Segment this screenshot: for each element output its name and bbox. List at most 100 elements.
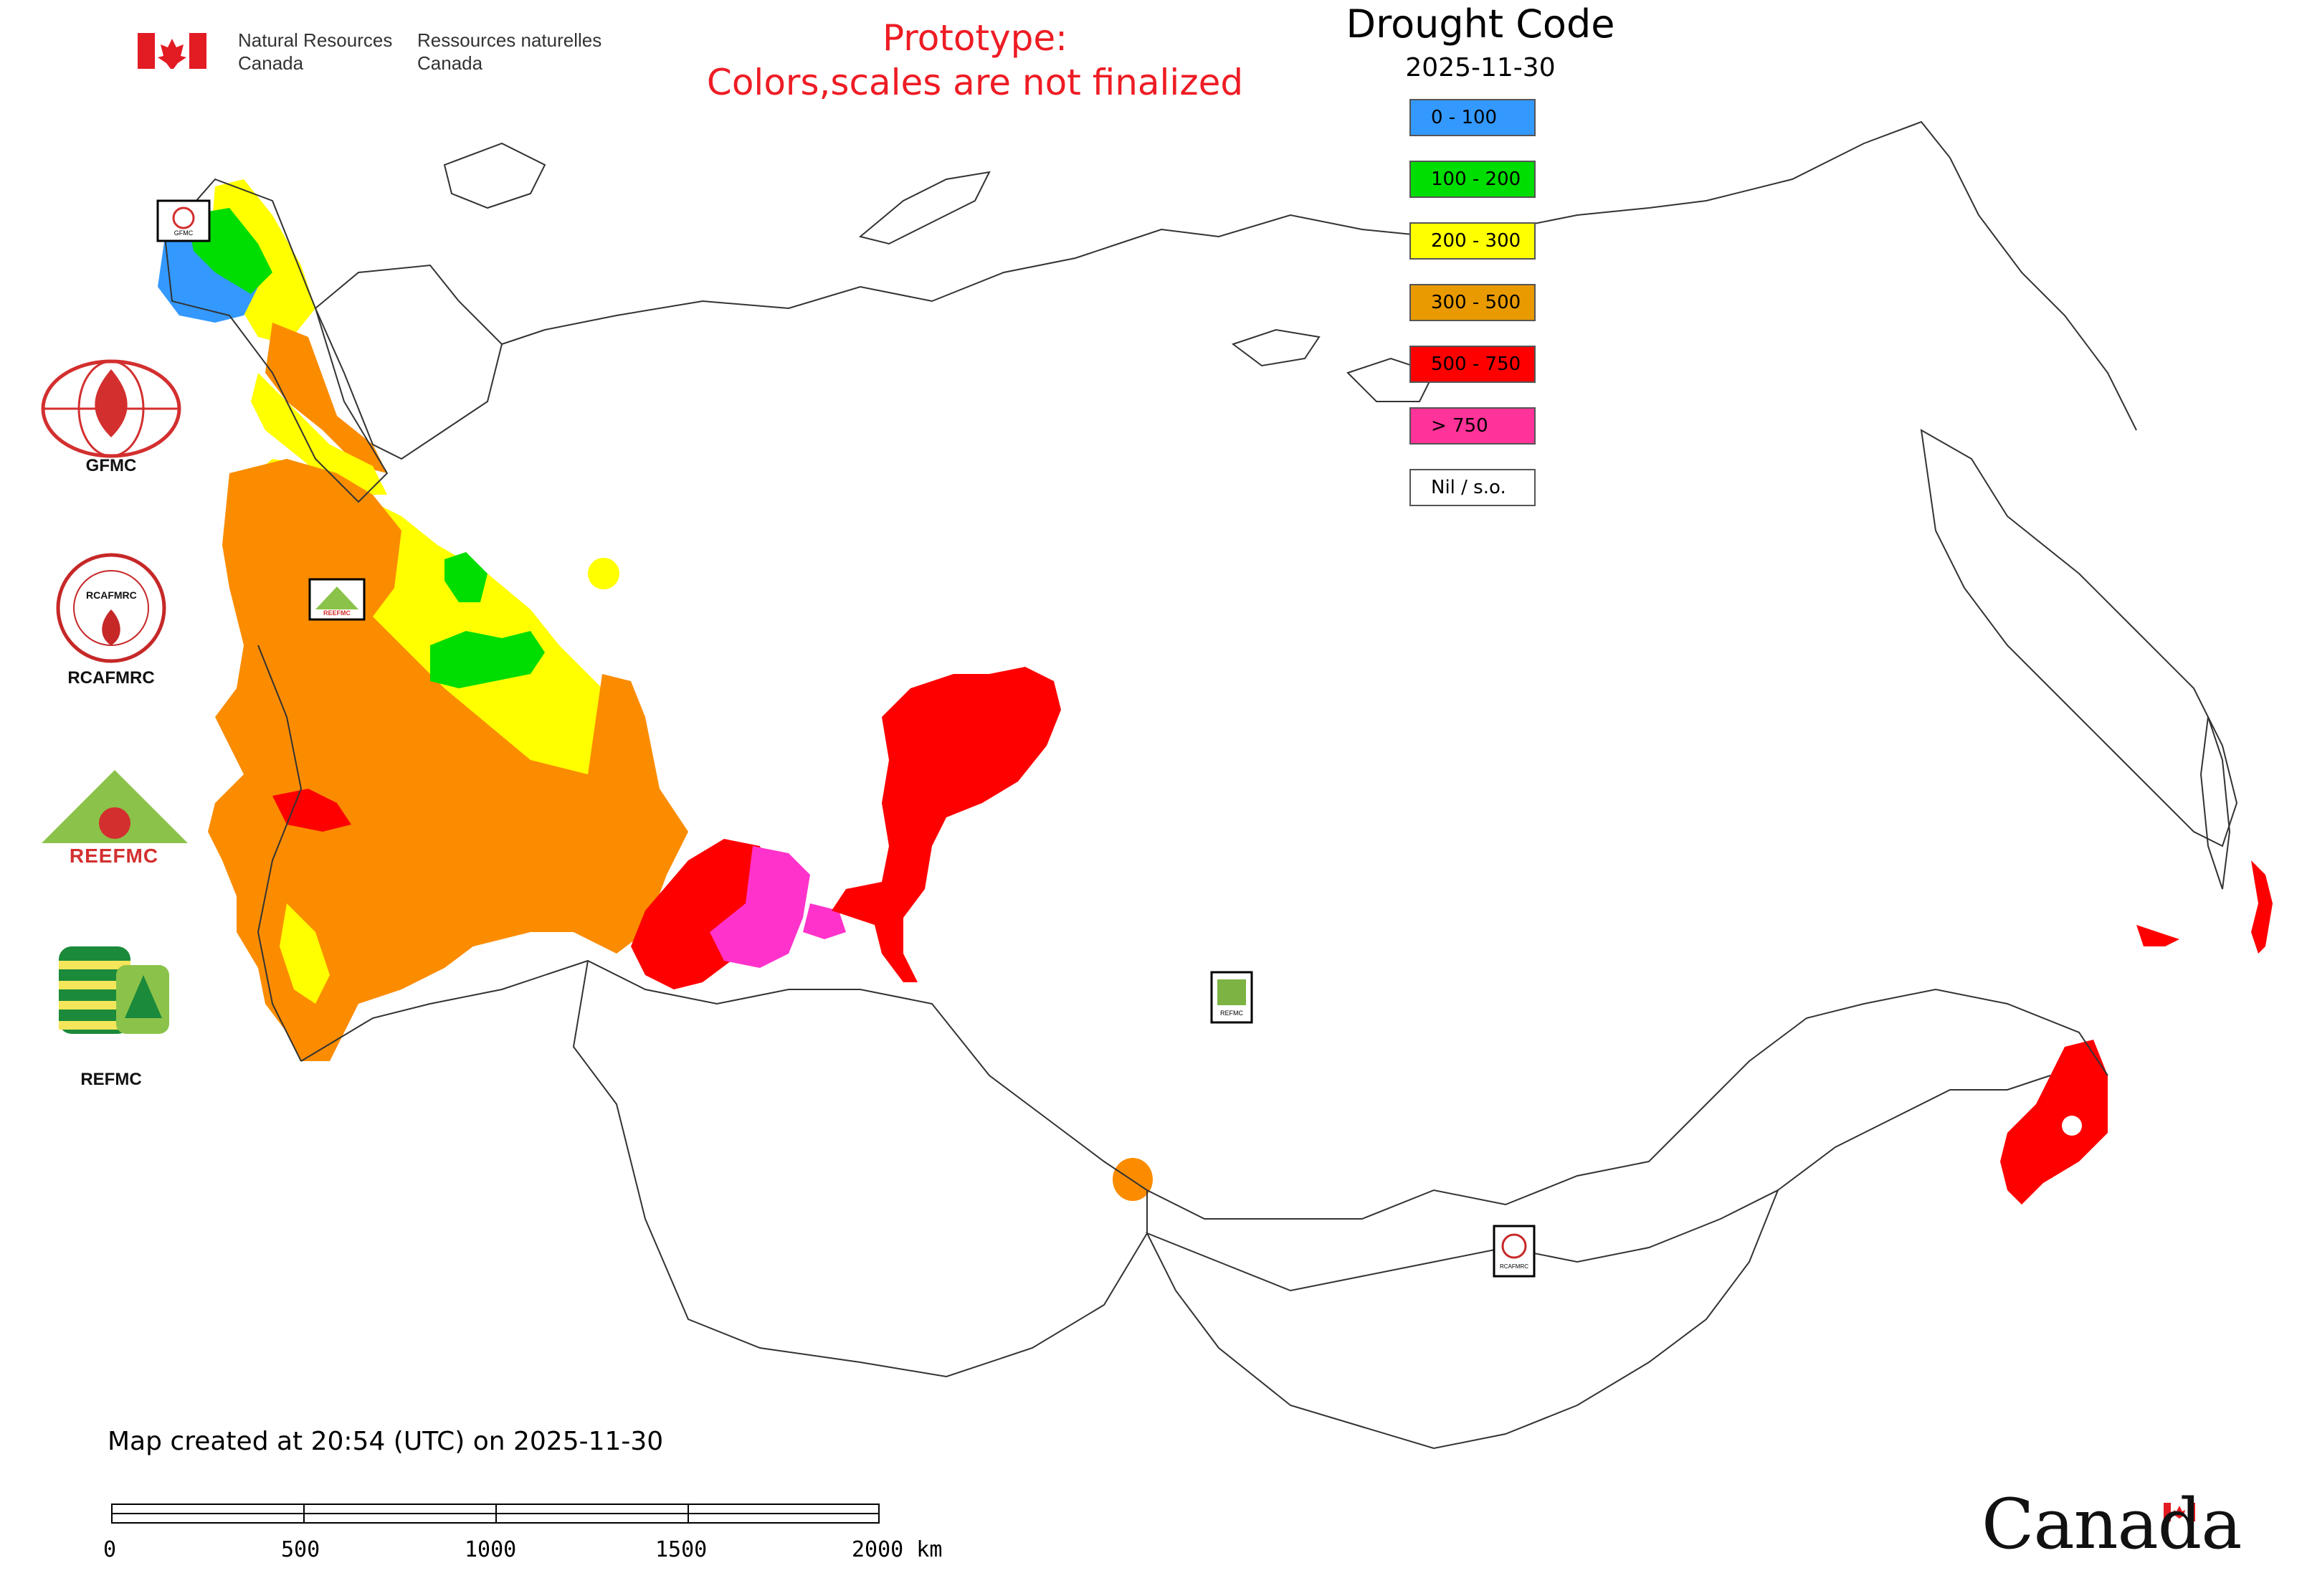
drought-area-crimea-red	[272, 789, 351, 832]
legend-date: 2025-11-30	[1405, 53, 1556, 82]
scale-label-1000: 1000	[465, 1537, 517, 1562]
wordmark-maple-leaf-icon	[2174, 1506, 2185, 1519]
country-outlines	[163, 120, 2238, 1450]
outline-sakhalin	[2199, 716, 2231, 890]
canada-wordmark-flag	[2164, 1503, 2195, 1521]
legend-item-label: 100 - 200	[1431, 168, 1521, 190]
legend-item-0-100: 0 - 100	[1409, 99, 1536, 136]
legend-item-label: 500 - 750	[1431, 353, 1521, 375]
gfmc-flame-icon	[95, 369, 128, 437]
wordmark-flag-left	[2164, 1503, 2171, 1521]
legend-item-300-500: 300 - 500	[1409, 284, 1536, 321]
reefmc-logo	[37, 770, 191, 868]
marker-reefmc-icon	[315, 586, 358, 609]
marker-rcafmrc-icon	[1501, 1233, 1527, 1259]
maple-leaf-icon	[158, 39, 186, 69]
scale-bar	[111, 1504, 880, 1524]
nrcan-english-signature: Natural Resources Canada	[238, 29, 392, 75]
refmc-stripe-2	[59, 981, 130, 989]
legend-item-100-200: 100 - 200	[1409, 161, 1536, 198]
scale-label-1500: 1500	[655, 1537, 708, 1562]
legend-item-200-300: 200 - 300	[1409, 222, 1536, 260]
marker-refmc-icon	[1217, 979, 1246, 1005]
drought-area-green-north	[444, 552, 487, 602]
nrcan-french-signature: Ressources naturelles Canada	[417, 29, 601, 75]
wordmark-flag-right	[2188, 1503, 2195, 1521]
org-logos	[37, 359, 191, 1034]
outline-kamchatka	[1920, 429, 2238, 847]
rcafmrc-label: RCAFMRC	[67, 668, 155, 688]
refmc-logo	[59, 946, 169, 1034]
drought-area-kazakh-magenta-2	[803, 903, 846, 939]
outline-mongolia	[1145, 1188, 1779, 1450]
outline-kola-karelia	[314, 264, 503, 460]
marker-refmc-caption: REFMC	[1220, 1010, 1243, 1017]
prototype-line2: Colors,scales are not finalized	[706, 62, 1244, 103]
marker-gfmc-icon	[172, 206, 195, 229]
reefmc-logo-text: REEFMC	[69, 845, 159, 867]
map-markers	[156, 199, 1536, 1278]
canada-wordmark: Canada	[1982, 1484, 2242, 1564]
nrcan-flag-left-bar	[138, 33, 155, 69]
nrcan-en-line2: Canada	[238, 52, 304, 74]
drought-area-sakhalin-red	[2136, 925, 2179, 946]
reefmc-band	[37, 843, 191, 868]
outline-scandinavia	[163, 178, 389, 503]
prototype-notice: Prototype: Colors,scales are not finaliz…	[645, 16, 1305, 105]
map-created-timestamp: Map created at 20:54 (UTC) on 2025-11-30	[108, 1427, 664, 1456]
drought-area-green-central	[430, 631, 545, 688]
outline-severnaya-zemlya	[1346, 357, 1435, 402]
refmc-label: REFMC	[80, 1070, 142, 1089]
prototype-line1: Prototype:	[882, 17, 1068, 59]
scale-label-500: 500	[281, 1537, 320, 1562]
drought-area-primorye-red	[2000, 1040, 2108, 1205]
nrcan-flag-right-bar	[189, 33, 206, 69]
drought-area-kazakh-magenta	[710, 846, 810, 968]
outline-russia-southern-border	[300, 959, 2108, 1220]
drought-area-finland-orange	[265, 323, 387, 473]
marker-rcafmrc-caption: RCAFMRC	[1500, 1263, 1528, 1270]
nrcan-fr-line1: Ressources naturelles	[417, 29, 602, 51]
nrcan-fr-line2: Canada	[417, 52, 483, 74]
drought-hole-primorye	[2062, 1116, 2082, 1136]
refmc-stripe-1	[59, 961, 130, 969]
scale-label-0: 0	[103, 1537, 117, 1562]
rcafmrc-flame-icon	[102, 609, 120, 645]
legend-item-label: 0 - 100	[1431, 107, 1498, 128]
rcafmrc-logo	[56, 553, 166, 663]
marker-gfmc-caption: GFMC	[173, 229, 194, 237]
drought-fill-layer	[158, 179, 2273, 1205]
legend-item-label: 200 - 300	[1431, 230, 1521, 252]
nrcan-en-line1: Natural Resources	[238, 29, 393, 51]
gfmc-label: GFMC	[85, 456, 137, 475]
drought-area-siberia-red	[832, 667, 1061, 982]
drought-spot-central-asia-orange	[1113, 1158, 1153, 1201]
reefmc-triangle	[42, 770, 188, 843]
outline-novaya-zemlya	[858, 171, 991, 245]
legend-item-over-750: > 750	[1409, 407, 1536, 445]
drought-area-west-orange	[208, 459, 688, 1061]
legend-item-label: Nil / s.o.	[1431, 477, 1506, 498]
drought-area-finland-yellow	[251, 373, 387, 495]
legend-item-nil: Nil / s.o.	[1409, 469, 1536, 506]
outline-franz-josef	[1231, 328, 1321, 367]
refmc-stripe-4	[59, 1021, 130, 1030]
refmc-tree-icon	[125, 975, 162, 1018]
scale-label-2000: 2000 km	[852, 1537, 943, 1562]
legend-item-label: 300 - 500	[1431, 292, 1521, 313]
outline-east-europe	[257, 645, 303, 1062]
reefmc-flame-icon	[99, 807, 130, 839]
drought-area-west-yellow-south	[280, 903, 330, 1004]
outline-china-border	[1777, 1075, 2051, 1191]
outline-kazakhstan	[572, 960, 1148, 1378]
drought-spot-yellow	[588, 558, 619, 589]
refmc-stripe-3	[59, 1001, 130, 1010]
outline-russia-north	[501, 120, 2137, 431]
marker-reefmc-caption: REEFMC	[323, 609, 351, 617]
rcafmrc-logo-text: RCAFMRC	[86, 589, 137, 601]
gfmc-logo	[41, 359, 181, 458]
legend-title: Drought Code	[1346, 1, 1615, 47]
outline-svalbard	[443, 142, 546, 209]
legend-item-500-750: 500 - 750	[1409, 346, 1536, 383]
